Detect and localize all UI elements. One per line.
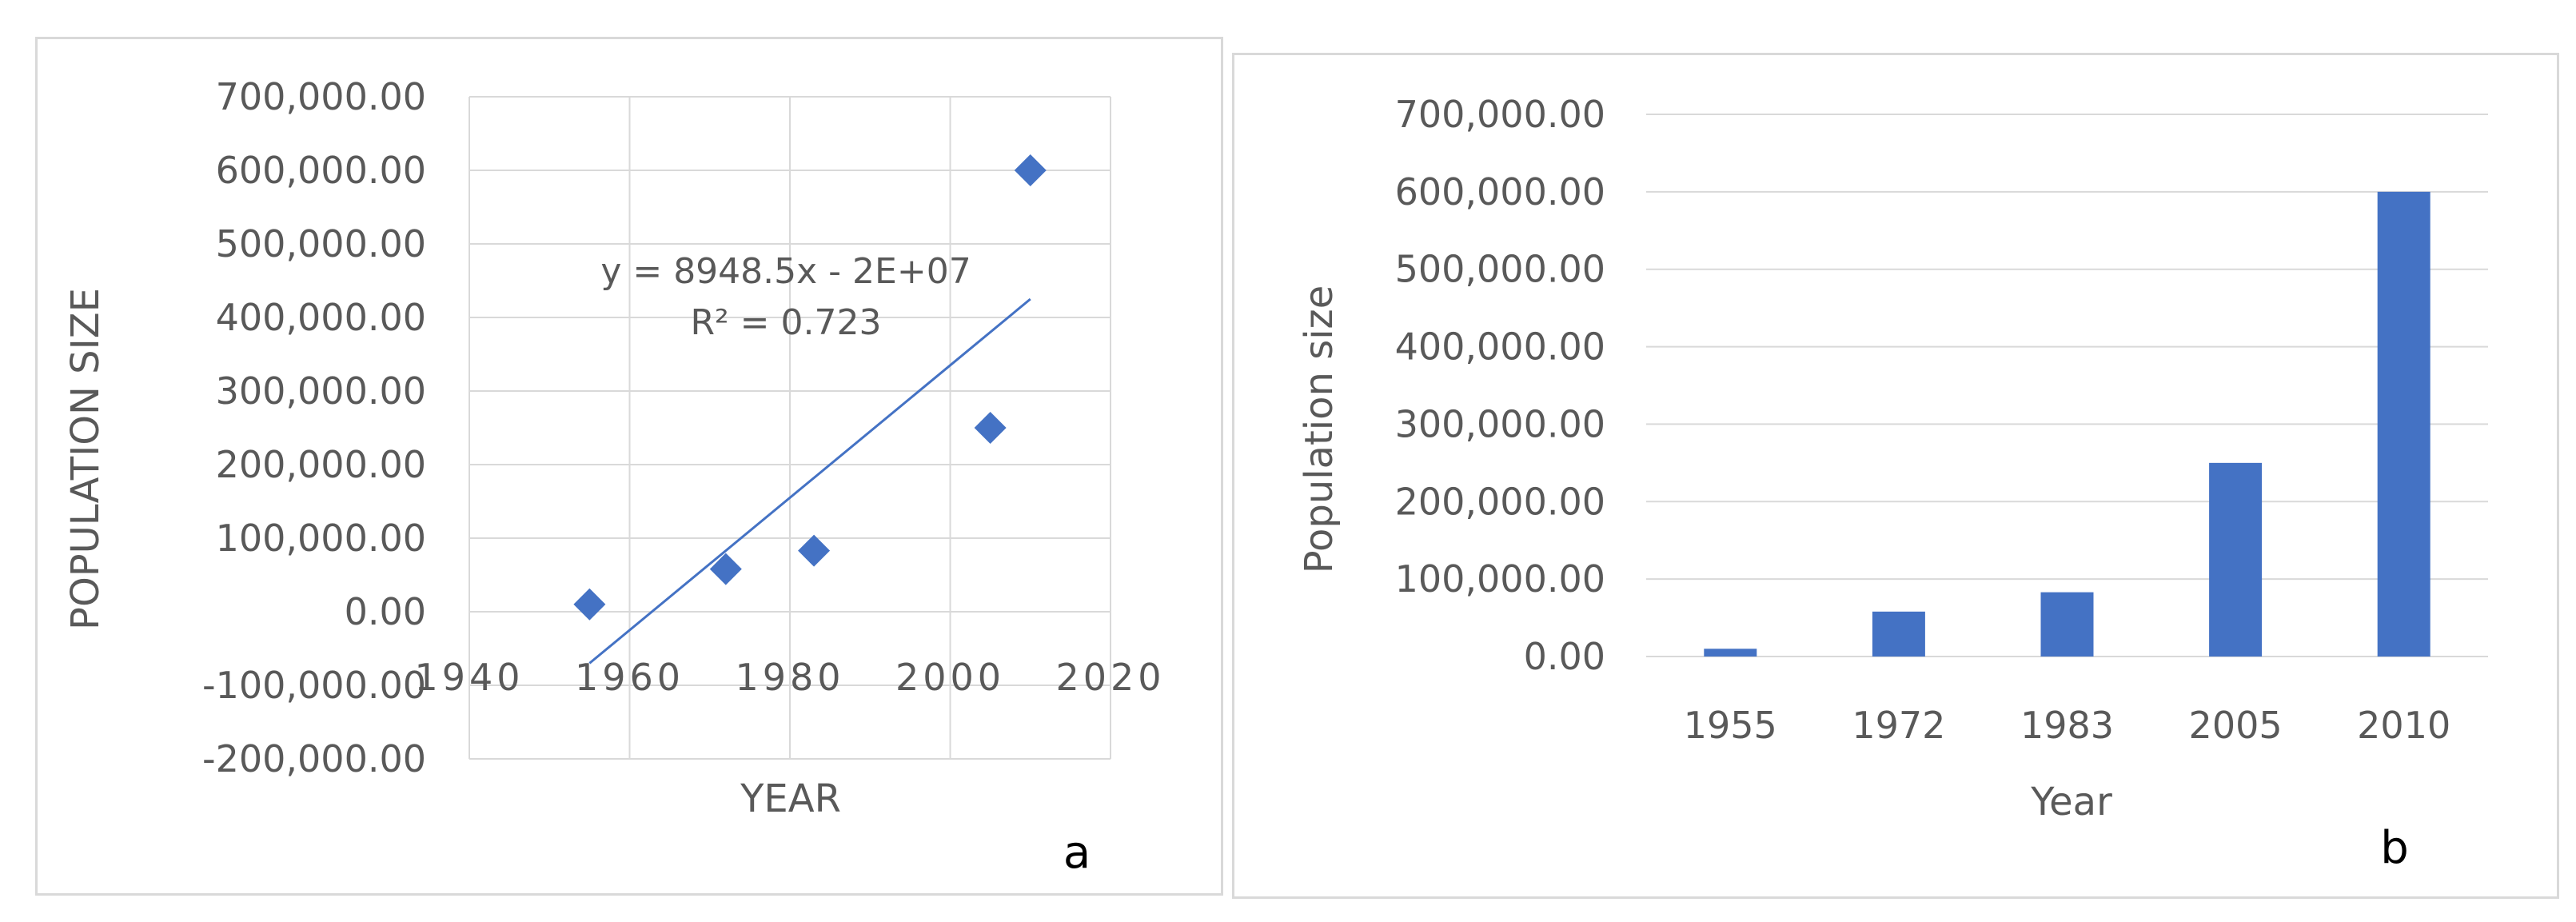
chart-a-svg: 700,000.00 600,000.00 500,000.00 400,000.00… bbox=[63, 75, 1165, 879]
chart-a-x-tick-label: 1980 bbox=[735, 656, 844, 699]
chart-b-bars bbox=[1704, 191, 2430, 657]
chart-b-x-tick-label: 1972 bbox=[1852, 704, 1945, 747]
chart-a-x-tick-label: 2000 bbox=[895, 656, 1005, 699]
chart-a-y-tick-labels: 700,000.00 600,000.00 500,000.00 400,000.00… bbox=[202, 75, 426, 780]
chart-b-y-tick-label: 0.00 bbox=[1524, 635, 1605, 678]
chart-a-x-tick-label: 1960 bbox=[575, 656, 684, 699]
chart-a-y-tick-label: 500,000.00 bbox=[216, 222, 426, 265]
chart-a-point bbox=[709, 553, 742, 585]
chart-b-x-tick-label: 2005 bbox=[2189, 704, 2283, 747]
chart-b-x-tick-labels: 1955 1972 1983 2005 2010 bbox=[1684, 704, 2450, 747]
chart-b-x-axis-title: Year bbox=[2030, 780, 2112, 824]
chart-a-trendline bbox=[588, 297, 1031, 665]
chart-a-y-tick-label: 0.00 bbox=[345, 590, 426, 633]
chart-a-y-tick-label: 600,000.00 bbox=[216, 149, 426, 192]
chart-a-point bbox=[798, 534, 831, 567]
chart-b-x-tick-label: 2010 bbox=[2357, 704, 2450, 747]
chart-b-x-tick-label: 1955 bbox=[1684, 704, 1777, 747]
chart-a-y-tick-label: -100,000.00 bbox=[202, 664, 426, 707]
chart-a-y-tick-label: 300,000.00 bbox=[216, 369, 426, 413]
chart-a-panel: 700,000.00 600,000.00 500,000.00 400,000.00… bbox=[35, 37, 1223, 896]
chart-a-y-tick-label: 100,000.00 bbox=[216, 517, 426, 560]
chart-b-y-tick-labels: 700,000.00 600,000.00 500,000.00 400,000.00… bbox=[1395, 93, 1605, 678]
chart-a-panel-letter: a bbox=[1063, 827, 1091, 879]
chart-b-y-tick-label: 200,000.00 bbox=[1395, 480, 1605, 523]
chart-a-y-axis-title: POPULATION SIZE bbox=[63, 288, 108, 630]
chart-a-y-tick-label: 400,000.00 bbox=[216, 296, 426, 339]
chart-a-y-tick-label: 200,000.00 bbox=[216, 443, 426, 486]
chart-b-x-tick-label: 1983 bbox=[2020, 704, 2114, 747]
chart-b-y-tick-label: 400,000.00 bbox=[1395, 325, 1605, 369]
chart-b-panel: 700,000.00 600,000.00 500,000.00 400,000.00… bbox=[1232, 53, 2559, 899]
chart-a-x-tick-label: 1940 bbox=[414, 656, 524, 699]
chart-a-point bbox=[1014, 154, 1047, 186]
chart-a-points bbox=[573, 154, 1047, 621]
chart-b-gridlines bbox=[1646, 114, 2488, 657]
chart-b-y-tick-label: 300,000.00 bbox=[1395, 402, 1605, 445]
chart-b-bar bbox=[2377, 191, 2430, 657]
chart-b-bar bbox=[2040, 592, 2094, 657]
chart-b-panel-letter: b bbox=[2380, 822, 2409, 874]
chart-b-svg: 700,000.00 600,000.00 500,000.00 400,000.00… bbox=[1297, 93, 2488, 874]
chart-a-y-tick-label: -200,000.00 bbox=[202, 737, 426, 780]
chart-a-point bbox=[573, 588, 606, 621]
chart-a-gridlines bbox=[469, 96, 1111, 760]
chart-b-bar bbox=[1872, 611, 1925, 657]
chart-b-y-tick-label: 100,000.00 bbox=[1395, 557, 1605, 601]
chart-a-x-axis-title: YEAR bbox=[740, 776, 841, 821]
chart-b-y-tick-label: 700,000.00 bbox=[1395, 93, 1605, 136]
chart-a-point bbox=[974, 412, 1007, 444]
chart-a-x-tick-labels: 1940 1960 1980 2000 2020 bbox=[414, 656, 1165, 699]
chart-a-trend-equation: y = 8948.5x - 2E+07 bbox=[600, 251, 971, 292]
chart-a-trend-r-squared: R² = 0.723 bbox=[690, 302, 881, 343]
chart-b-y-axis-title: Population size bbox=[1297, 285, 1342, 574]
chart-b-bar bbox=[1704, 649, 1757, 657]
chart-a-y-tick-label: 700,000.00 bbox=[216, 75, 426, 118]
chart-b-y-tick-label: 600,000.00 bbox=[1395, 170, 1605, 214]
chart-a-x-tick-label: 2020 bbox=[1055, 656, 1165, 699]
chart-b-y-tick-label: 500,000.00 bbox=[1395, 248, 1605, 291]
chart-b-bar bbox=[2209, 462, 2263, 657]
